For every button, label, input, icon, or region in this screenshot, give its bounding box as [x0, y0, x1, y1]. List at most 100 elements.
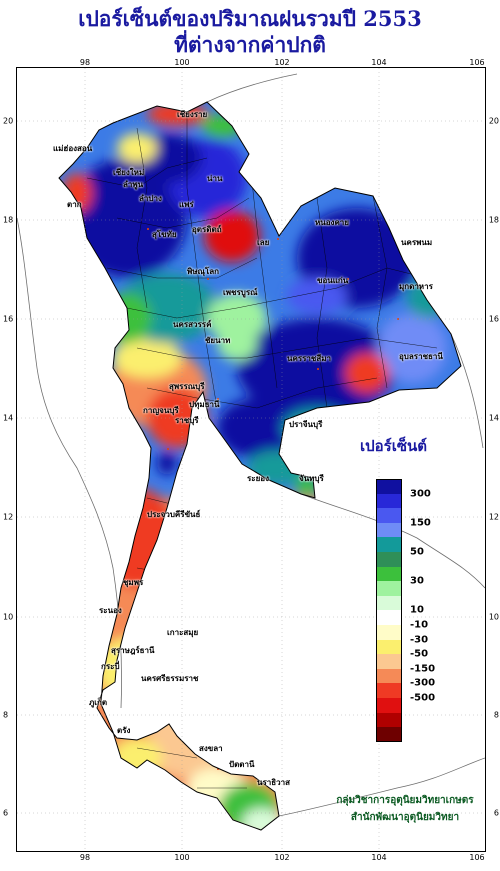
lat-tick-left: 8 — [3, 710, 9, 720]
place-label: จันทบุรี — [299, 474, 324, 483]
place-label: เลย — [257, 238, 270, 247]
credit-line-2: สำนักพัฒนาอุตุนิยมวิทยา — [350, 812, 460, 823]
place-label: ระนอง — [99, 606, 122, 615]
lat-tick-left: 12 — [3, 512, 14, 522]
rainfall-anomaly-map — [17, 68, 485, 851]
lon-tick-top: 100 — [174, 58, 190, 67]
place-label: ตาก — [67, 200, 82, 209]
legend-swatch — [376, 624, 402, 640]
place-label: ประจวบคีรีขันธ์ — [147, 510, 201, 519]
place-label: ชัยนาท — [205, 336, 231, 345]
legend-label: -10 — [410, 619, 429, 631]
legend-swatch — [376, 712, 402, 728]
legend-label: -500 — [410, 692, 436, 704]
lat-tick-right: 14 — [488, 413, 499, 423]
place-label: นครสวรรค์ — [173, 320, 212, 329]
place-label: ลำปาง — [139, 194, 162, 203]
legend-swatch — [376, 683, 402, 698]
place-label: แพร่ — [179, 200, 194, 209]
place-label: สุโขทัย — [152, 230, 177, 239]
place-label: มุกดาหาร — [399, 282, 433, 291]
place-label: ปราจีนบุรี — [289, 420, 323, 429]
place-label: สุพรรณบุรี — [169, 382, 205, 391]
place-label: น่าน — [207, 174, 223, 183]
legend-label: 50 — [410, 546, 424, 558]
legend-label: -300 — [410, 677, 436, 689]
place-label: อุบลราชธานี — [399, 352, 443, 361]
legend-label: -150 — [410, 663, 436, 675]
lon-tick-top: 104 — [371, 58, 387, 67]
lat-tick-left: 18 — [3, 215, 14, 225]
place-label: ชุมพร — [123, 578, 144, 587]
legend-label: -30 — [410, 634, 429, 646]
place-label: ลำพูน — [123, 180, 144, 189]
place-label: อุตรดิตถ์ — [192, 225, 222, 234]
legend-swatch — [376, 493, 402, 509]
place-label: ระยอง — [247, 474, 269, 483]
place-label: ปทุมธานี — [189, 400, 220, 409]
place-label: นครราชสีมา — [287, 354, 331, 363]
legend-swatch — [376, 595, 402, 611]
legend-swatch — [376, 668, 402, 684]
place-label: พิษณุโลก — [187, 267, 220, 276]
lon-tick-bottom: 106 — [469, 853, 485, 862]
legend-swatch — [376, 479, 402, 494]
lon-tick-top: 98 — [79, 58, 91, 67]
legend-swatches — [376, 479, 402, 742]
legend-label: 300 — [410, 488, 431, 500]
lat-tick-right: 18 — [488, 215, 499, 225]
place-label: ปัตตานี — [229, 760, 255, 769]
place-label: เชียงราย — [177, 110, 208, 119]
credit-line-1: กลุ่มวิชาการอุตุนิยมวิทยาเกษตร — [336, 795, 474, 806]
place-label: สงขลา — [199, 744, 223, 753]
legend-swatch — [376, 581, 402, 596]
map-title: เปอร์เซ็นต์ของปริมาณฝนรวมปี 2553 ที่ต่าง… — [0, 6, 500, 58]
lat-tick-right: 6 — [493, 808, 499, 818]
place-label: ราชบุรี — [175, 416, 199, 425]
lat-tick-right: 16 — [488, 314, 499, 324]
place-label: เพชรบูรณ์ — [223, 288, 258, 297]
lon-tick-bottom: 98 — [79, 853, 91, 862]
legend-label: 30 — [410, 575, 424, 587]
place-label: เชียงใหม่ — [113, 168, 145, 177]
lat-tick-left: 16 — [3, 314, 14, 324]
legend: 300 150 50 30 10 -10 -30 -50 -150 -300 -500 — [376, 479, 435, 742]
lon-tick-top: 102 — [274, 58, 290, 67]
credit: กลุ่มวิชาการอุตุนิยมวิทยาเกษตร สำนักพัฒน… — [320, 792, 490, 826]
title-line-1: เปอร์เซ็นต์ของปริมาณฝนรวมปี 2553 — [78, 6, 422, 31]
lat-tick-left: 10 — [3, 612, 14, 622]
legend-label: 150 — [410, 517, 431, 529]
lat-tick-right: 12 — [488, 512, 499, 522]
legend-swatch — [376, 639, 402, 655]
legend-swatch — [376, 727, 402, 742]
legend-label: -50 — [410, 648, 429, 660]
lon-tick-bottom: 100 — [174, 853, 190, 862]
lat-tick-right: 10 — [488, 612, 499, 622]
lon-tick-top: 106 — [469, 58, 485, 67]
legend-swatch — [376, 537, 402, 552]
lon-tick-bottom: 104 — [371, 853, 387, 862]
legend-label: 10 — [410, 604, 424, 616]
legend-swatch — [376, 551, 402, 567]
legend-swatch — [376, 610, 402, 625]
legend-swatch — [376, 654, 402, 669]
legend-swatch — [376, 566, 402, 582]
place-label: ขอนแก่น — [317, 276, 349, 285]
place-label: ตรัง — [117, 726, 131, 735]
place-label: เกาะสมุย — [167, 628, 199, 637]
place-label: สุราษฎร์ธานี — [111, 646, 155, 655]
place-label: แม่ฮ่องสอน — [53, 144, 93, 153]
lat-tick-left: 14 — [3, 413, 14, 423]
place-label: นราธิวาส — [257, 778, 291, 787]
place-label: ภูเก็ต — [89, 698, 108, 707]
map-frame: 98 100 102 104 106 98 100 102 104 106 20… — [3, 58, 499, 862]
legend-swatch — [376, 508, 402, 523]
legend-title: เปอร์เซ็นต์ — [360, 437, 428, 455]
legend-swatch — [376, 522, 402, 538]
place-label: กาญจนบุรี — [143, 406, 179, 415]
lat-tick-right: 8 — [493, 710, 499, 720]
place-label: นครพนม — [401, 238, 433, 247]
lat-tick-right: 20 — [488, 116, 499, 126]
place-label: นครศรีธรรมราช — [141, 674, 199, 683]
lat-tick-left: 6 — [3, 808, 9, 818]
